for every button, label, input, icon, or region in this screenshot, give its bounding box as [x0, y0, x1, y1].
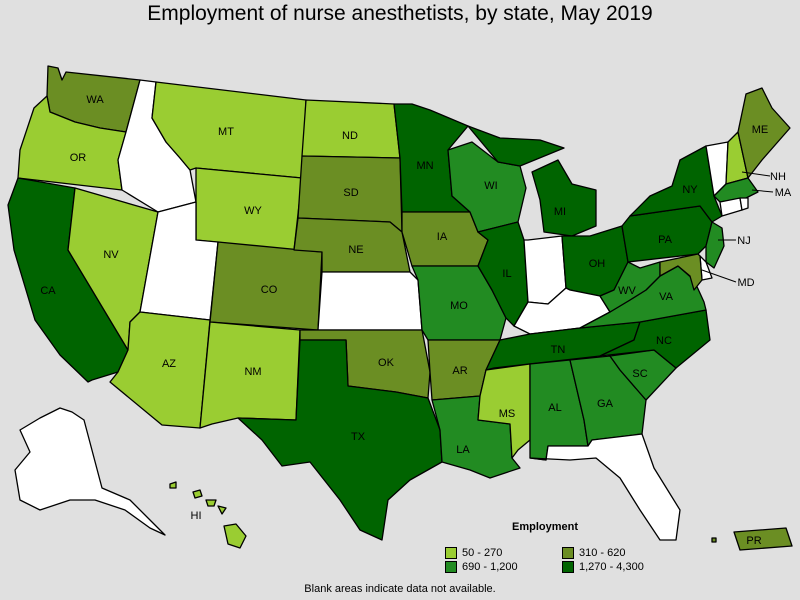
legend-item: 1,270 - 4,300	[562, 561, 644, 573]
label-il: IL	[502, 268, 511, 280]
state-wi[interactable]	[447, 141, 527, 233]
legend-label: 50 - 270	[462, 547, 503, 559]
label-nv: NV	[103, 249, 119, 261]
label-mi: MI	[554, 206, 566, 218]
state-hi[interactable]	[169, 481, 247, 549]
label-nc: NC	[656, 335, 672, 347]
map-title: Employment of nurse anesthetists, by sta…	[147, 2, 653, 25]
label-va: VA	[659, 291, 674, 303]
legend-swatch	[562, 547, 574, 559]
label-md: MD	[737, 277, 754, 289]
legend-swatch	[445, 561, 457, 573]
state-wv[interactable]	[599, 261, 661, 313]
label-pr: PR	[746, 535, 761, 547]
label-la: LA	[456, 444, 470, 456]
label-co: CO	[261, 284, 278, 296]
state-ri[interactable]	[739, 197, 749, 211]
label-ma: MA	[775, 187, 792, 199]
legend-label: 310 - 620	[579, 547, 626, 559]
leader-lines	[701, 171, 774, 283]
legend-item: 310 - 620	[562, 547, 625, 559]
legend-label: 1,270 - 4,300	[579, 561, 644, 573]
state-md[interactable]	[659, 253, 703, 291]
label-tn: TN	[551, 344, 566, 356]
label-wi: WI	[484, 180, 497, 192]
label-nj: NJ	[737, 235, 750, 247]
state-me[interactable]	[737, 87, 791, 179]
label-wv: WV	[618, 285, 636, 297]
state-tx[interactable]	[237, 339, 443, 541]
label-ny: NY	[682, 184, 698, 196]
label-mt: MT	[218, 126, 234, 138]
label-ga: GA	[597, 398, 614, 410]
label-pa: PA	[658, 234, 673, 246]
label-sc: SC	[632, 368, 647, 380]
label-ia: IA	[437, 231, 448, 243]
label-sd: SD	[343, 187, 358, 199]
state-ct[interactable]	[719, 197, 743, 217]
state-pr[interactable]	[711, 527, 793, 551]
label-or: OR	[70, 152, 87, 164]
state-labels: WA OR CA NV MT WY AZ CO NM ND SD NE OK T…	[40, 94, 792, 547]
label-tx: TX	[351, 431, 366, 443]
label-az: AZ	[162, 358, 176, 370]
label-mn: MN	[416, 160, 433, 172]
legend-swatch	[445, 547, 457, 559]
state-il[interactable]	[477, 221, 529, 327]
legend-label: 690 - 1,200	[462, 561, 518, 573]
state-ak[interactable]	[14, 407, 166, 536]
state-mi[interactable]	[467, 125, 597, 237]
legend-swatch	[562, 561, 574, 573]
label-ca: CA	[40, 285, 56, 297]
label-hi: HI	[191, 510, 202, 522]
label-nd: ND	[342, 130, 358, 142]
label-wa: WA	[86, 94, 104, 106]
state-fl[interactable]	[529, 433, 681, 541]
label-nm: NM	[244, 366, 261, 378]
label-oh: OH	[589, 258, 606, 270]
state-nj[interactable]	[705, 221, 725, 269]
state-nc[interactable]	[599, 309, 711, 369]
label-ne: NE	[348, 244, 363, 256]
label-me: ME	[752, 124, 769, 136]
data-note: Blank areas indicate data not available.	[304, 583, 496, 595]
label-mo: MO	[450, 300, 468, 312]
legend-title: Employment	[512, 521, 579, 533]
label-wy: WY	[244, 205, 262, 217]
label-ar: AR	[452, 365, 467, 377]
label-al: AL	[548, 402, 561, 414]
label-nh: NH	[770, 171, 786, 183]
state-ks[interactable]	[317, 271, 423, 331]
label-ok: OK	[378, 357, 395, 369]
label-ms: MS	[499, 408, 516, 420]
legend-item: 690 - 1,200	[445, 561, 518, 573]
legend-item: 50 - 270	[445, 547, 502, 559]
